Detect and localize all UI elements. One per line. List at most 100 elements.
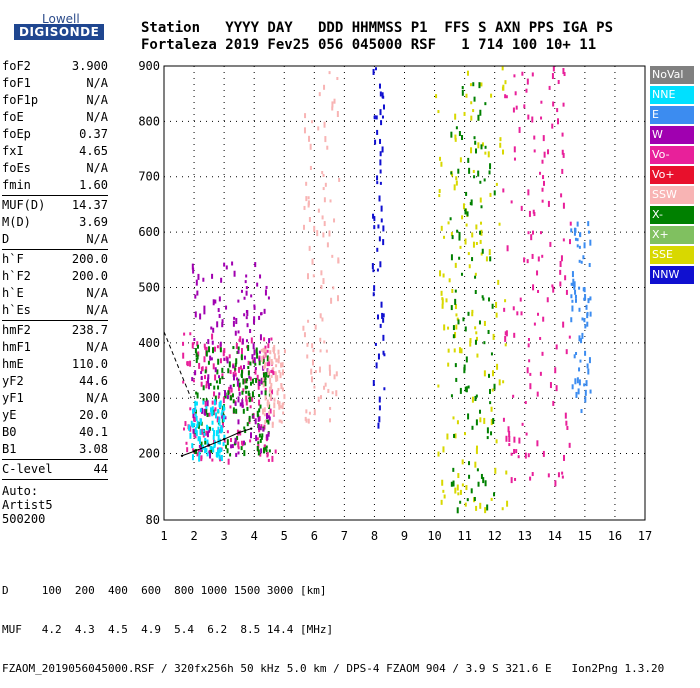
echo-mark (252, 343, 255, 350)
echo-mark (219, 341, 222, 347)
echo-mark (196, 392, 199, 399)
echo-mark (219, 358, 222, 364)
echo-mark (561, 132, 564, 137)
echo-mark (247, 370, 250, 376)
echo-mark (221, 322, 224, 328)
param-name: C-level (2, 462, 53, 476)
echo-mark (199, 408, 202, 413)
echo-mark (557, 80, 560, 85)
x-tick-label: 8 (371, 529, 378, 543)
echo-mark (219, 347, 222, 353)
echo-mark (230, 387, 233, 393)
echo-mark (276, 400, 279, 405)
echo-mark (210, 357, 213, 361)
echo-mark (248, 415, 251, 422)
echo-mark (477, 481, 480, 487)
echo-mark (453, 184, 456, 191)
echo-mark (561, 149, 564, 155)
echo-mark (249, 376, 252, 381)
echo-mark (562, 68, 565, 75)
echo-mark (480, 229, 483, 236)
echo-mark (274, 371, 277, 375)
echo-mark (249, 329, 252, 334)
echo-mark (490, 406, 493, 412)
echo-mark (323, 121, 326, 128)
echo-mark (205, 408, 208, 415)
echo-mark (543, 151, 546, 158)
echo-mark (382, 313, 385, 318)
echo-mark (277, 355, 280, 360)
echo-mark (246, 323, 249, 328)
echo-mark (308, 245, 311, 251)
echo-mark (513, 157, 516, 161)
echo-mark (216, 321, 219, 328)
echo-mark (474, 461, 477, 468)
echo-mark (258, 381, 261, 387)
echo-mark (219, 448, 222, 453)
echo-mark (311, 258, 314, 265)
echo-mark (199, 313, 202, 320)
echo-mark (380, 120, 383, 126)
echo-mark (372, 68, 375, 75)
echo-mark (228, 354, 231, 359)
echo-mark (514, 477, 517, 481)
echo-mark (531, 472, 534, 477)
echo-mark (204, 447, 207, 454)
x-tick-label: 6 (311, 529, 318, 543)
echo-mark (377, 422, 380, 429)
echo-mark (320, 270, 323, 276)
echo-mark (229, 405, 232, 409)
echo-mark (283, 394, 286, 400)
echo-mark (302, 224, 305, 230)
echo-mark (542, 180, 545, 186)
echo-mark (574, 294, 577, 299)
echo-mark (539, 371, 542, 376)
trace-point (249, 427, 253, 430)
echo-mark (480, 82, 483, 87)
legend-item: W (650, 126, 694, 144)
echo-mark (475, 224, 478, 230)
echo-mark (474, 272, 477, 276)
echo-mark (437, 384, 440, 388)
echo-mark (266, 399, 269, 404)
echo-mark (239, 336, 242, 343)
echo-mark (188, 427, 191, 431)
echo-mark (440, 499, 443, 505)
echo-mark (504, 331, 507, 336)
echo-mark (536, 440, 539, 447)
echo-mark (304, 416, 307, 421)
param-row: foF2 3.900 (2, 58, 108, 75)
echo-mark (382, 334, 385, 341)
echo-mark (259, 426, 262, 431)
echo-mark (266, 362, 269, 367)
echo-mark (460, 272, 463, 276)
param-value: 0.37 (79, 127, 108, 141)
echo-mark (527, 338, 530, 342)
echo-mark (252, 360, 255, 364)
param-row: yF2 44.6 (2, 373, 108, 390)
echo-mark (584, 324, 587, 329)
echo-mark (335, 371, 338, 377)
echo-mark (245, 339, 248, 343)
param-name: foE (2, 110, 24, 124)
echo-mark (323, 385, 326, 390)
echo-mark (331, 106, 334, 111)
echo-mark (475, 241, 478, 245)
echo-mark (215, 412, 218, 419)
echo-mark (240, 440, 243, 445)
echo-mark (484, 145, 487, 149)
echo-mark (527, 231, 530, 235)
echo-mark (526, 78, 529, 85)
echo-mark (253, 349, 256, 356)
echo-mark (193, 433, 196, 438)
echo-mark (443, 235, 446, 239)
param-name: yE (2, 408, 17, 422)
echo-mark (211, 340, 214, 345)
echo-mark (382, 317, 385, 323)
echo-mark (261, 356, 264, 363)
echo-mark (557, 472, 560, 478)
echo-mark (461, 135, 464, 141)
echo-mark (462, 203, 465, 210)
echo-mark (275, 364, 278, 368)
echo-mark (215, 430, 218, 437)
